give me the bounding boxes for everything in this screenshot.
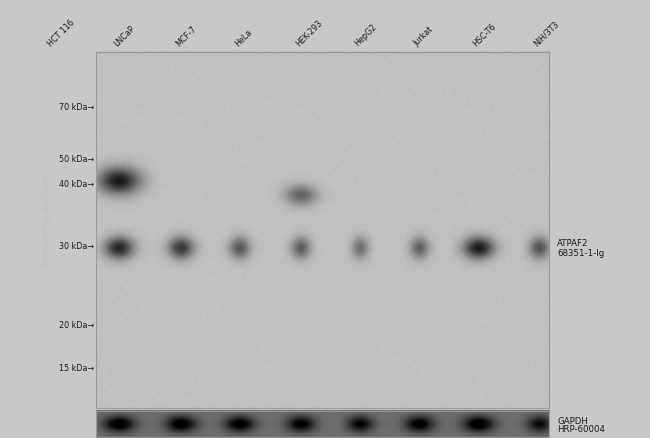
Text: 40 kDa→: 40 kDa→ [59,180,94,189]
Text: 15 kDa→: 15 kDa→ [59,363,94,372]
Text: WWW.PTGLAB.COM: WWW.PTGLAB.COM [42,173,51,265]
Text: HEK-293: HEK-293 [294,18,324,48]
Text: HSC-T6: HSC-T6 [471,22,498,48]
Text: LNCaP: LNCaP [112,24,137,48]
Text: GAPDH: GAPDH [557,416,588,425]
Text: HRP-60004: HRP-60004 [557,424,605,433]
Text: Jurkat: Jurkat [412,25,435,48]
Text: ATPAF2: ATPAF2 [557,238,588,247]
Text: 30 kDa→: 30 kDa→ [59,242,94,251]
Text: 20 kDa→: 20 kDa→ [59,320,94,329]
Text: HepG2: HepG2 [353,22,379,48]
Text: NIH/3T3: NIH/3T3 [532,20,560,48]
Text: HCT 116: HCT 116 [46,18,76,48]
Text: HeLa: HeLa [233,28,254,48]
Text: 50 kDa→: 50 kDa→ [59,155,94,164]
Text: 70 kDa→: 70 kDa→ [59,103,94,112]
Text: 68351-1-Ig: 68351-1-Ig [557,248,604,257]
Text: MCF-7: MCF-7 [174,24,198,48]
